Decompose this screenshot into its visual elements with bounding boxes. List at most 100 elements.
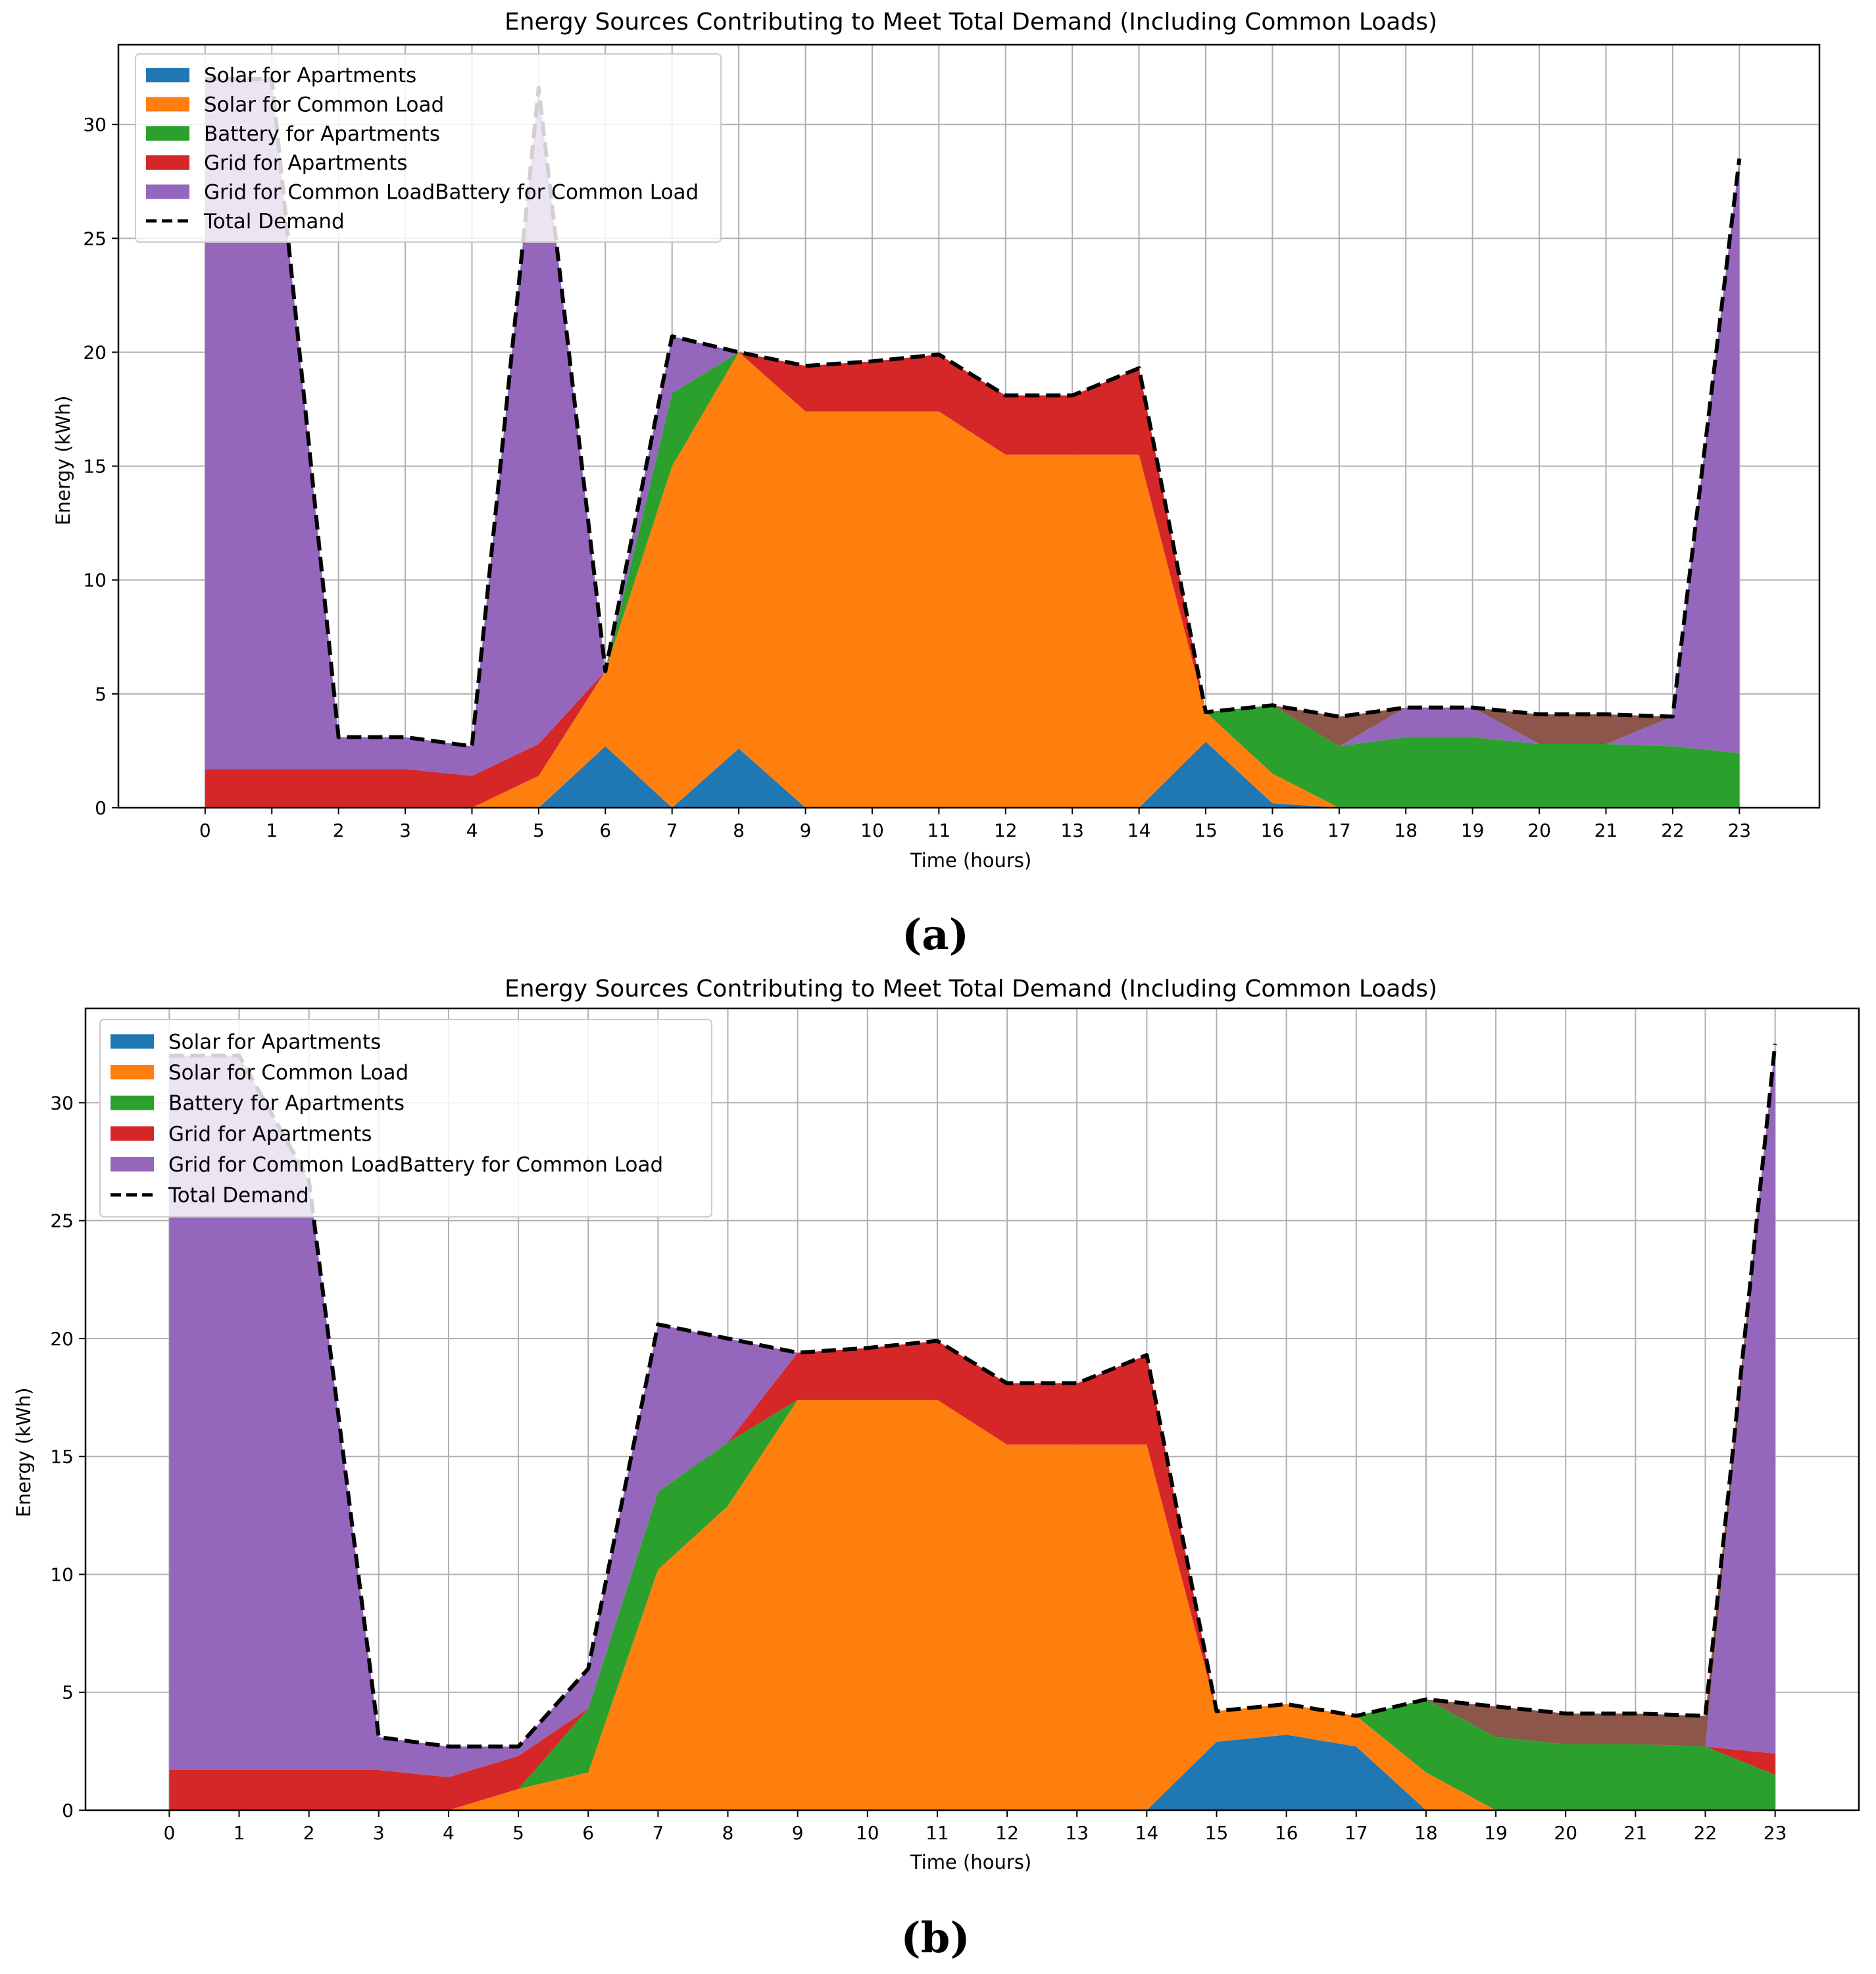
- x-tick-label-0: 0: [199, 820, 211, 841]
- chart-title-a: Energy Sources Contributing to Meet Tota…: [505, 9, 1437, 36]
- axes-b: 0 1 2 3 4 5 6 7 8 9 10 11 12 13 14 15 16 17 18 19 20 21 22 2305…: [50, 1007, 1860, 1844]
- x-tick-label-14: 14: [1135, 1822, 1159, 1844]
- stacked-areas-a: [205, 78, 1740, 808]
- x-tick-label-12: 12: [995, 1822, 1019, 1844]
- x-tick-label-11: 11: [927, 820, 951, 841]
- x-tick-label-0: 0: [163, 1822, 175, 1844]
- total-demand-line-a: [205, 76, 1742, 749]
- stacked-areas-b: [169, 1043, 1775, 1810]
- total-demand-line-b: [169, 1043, 1777, 1749]
- y-tick-label-5: 5: [95, 683, 107, 705]
- chart-panel-a: Energy Sources Contributing to Meet Tota…: [52, 9, 1821, 960]
- area-battery-for-apartments-b: [169, 1400, 1775, 1810]
- total-demand-line-b: [169, 1043, 1777, 1749]
- legend-label-solar-for-apartments: Solar for Apartments: [204, 64, 416, 87]
- x-tick-label-3: 3: [399, 820, 411, 841]
- legend-label-solar-for-apartments: Solar for Apartments: [168, 1030, 381, 1054]
- plot-frame-b: [84, 1007, 1860, 1812]
- y-tick-label-30: 30: [83, 114, 107, 136]
- x-tick-label-13: 13: [1060, 820, 1084, 841]
- legend-label-solar-for-common-load: Solar for Common Load: [168, 1061, 408, 1085]
- legend-swatch-solar-for-apartments: [146, 68, 189, 83]
- legend-swatch-grid-for-apartments: [111, 1126, 154, 1141]
- area-solar-for-common-load-b: [169, 1400, 1775, 1810]
- panel-caption-b: (b): [901, 1913, 970, 1963]
- y-tick-label-25: 25: [83, 228, 107, 249]
- x-tick-label-4: 4: [443, 1822, 455, 1844]
- x-tick-label-10: 10: [860, 820, 884, 841]
- x-tick-label-1: 1: [234, 1822, 245, 1844]
- x-tick-label-10: 10: [856, 1822, 879, 1844]
- legend-label-grid-for-apartments: Grid for Apartments: [168, 1122, 372, 1146]
- x-tick-label-9: 9: [792, 1822, 804, 1844]
- y-tick-label-5: 5: [62, 1682, 74, 1704]
- legend-label-solar-for-common-load: Solar for Common Load: [204, 93, 444, 117]
- x-tick-label-3: 3: [373, 1822, 385, 1844]
- area-battery-for-apartments-a: [205, 352, 1740, 808]
- x-tick-label-21: 21: [1624, 1822, 1648, 1844]
- y-tick-label-15: 15: [50, 1446, 74, 1468]
- x-tick-label-11: 11: [926, 1822, 949, 1844]
- legend-swatch-grid-for-common-loadbattery-for-common-load: [111, 1157, 154, 1172]
- y-axis-label-b: Energy (kWh): [12, 1387, 35, 1517]
- x-tick-label-6: 6: [582, 1822, 594, 1844]
- x-tick-label-21: 21: [1594, 820, 1618, 841]
- y-tick-label-0: 0: [95, 797, 107, 819]
- x-tick-label-16: 16: [1261, 820, 1285, 841]
- x-tick-label-20: 20: [1527, 820, 1551, 841]
- legend-label-grid-for-common-loadbattery-for-common-load: Grid for Common LoadBattery for Common L…: [204, 181, 699, 205]
- legend-swatch-battery-for-apartments: [146, 126, 189, 141]
- x-tick-label-6: 6: [599, 820, 611, 841]
- x-tick-label-22: 22: [1661, 820, 1685, 841]
- x-tick-label-5: 5: [533, 820, 545, 841]
- legend-label-grid-for-apartments: Grid for Apartments: [204, 151, 407, 175]
- y-tick-label-10: 10: [83, 570, 107, 591]
- x-tick-label-9: 9: [800, 820, 812, 841]
- x-tick-label-8: 8: [733, 820, 745, 841]
- legend-b: Solar for Apartments Solar for Common Loa…: [99, 1019, 712, 1218]
- legend-label-total-demand: Total Demand: [168, 1184, 309, 1208]
- area-solar-for-common-load-a: [205, 352, 1740, 808]
- x-tick-label-16: 16: [1275, 1822, 1298, 1844]
- area-grid-for-common-load-b: [169, 1043, 1775, 1777]
- area-solar-for-apartments-b: [169, 1735, 1775, 1810]
- x-tick-label-5: 5: [512, 1822, 524, 1844]
- x-tick-label-1: 1: [266, 820, 278, 841]
- plot-frame-a: [117, 43, 1821, 809]
- x-tick-label-2: 2: [303, 1822, 315, 1844]
- legend-swatch-battery-for-apartments: [111, 1095, 154, 1110]
- x-tick-label-14: 14: [1127, 820, 1151, 841]
- y-tick-label-10: 10: [50, 1564, 74, 1585]
- x-tick-label-7: 7: [666, 820, 678, 841]
- x-tick-label-4: 4: [466, 820, 478, 841]
- legend-box-b: [99, 1019, 712, 1218]
- x-tick-label-7: 7: [652, 1822, 664, 1844]
- legend-a: Solar for Apartments Solar for Common Loa…: [135, 53, 722, 243]
- x-tick-label-18: 18: [1414, 1822, 1438, 1844]
- axes-a: 0 1 2 3 4 5 6 7 8 9 10 11 12 13 14 15 16 17 18 19 20 21 22 2305…: [83, 43, 1821, 841]
- legend-label-battery-for-apartments: Battery for Apartments: [204, 122, 440, 146]
- x-tick-label-22: 22: [1694, 1822, 1717, 1844]
- x-axis-label-a: Time (hours): [910, 849, 1031, 872]
- x-axis-label-b: Time (hours): [910, 1851, 1031, 1873]
- y-axis-label-a: Energy (kWh): [52, 395, 74, 525]
- x-tick-label-13: 13: [1065, 1822, 1089, 1844]
- x-tick-label-18: 18: [1394, 820, 1418, 841]
- y-tick-label-20: 20: [83, 341, 107, 363]
- x-tick-label-20: 20: [1554, 1822, 1577, 1844]
- legend-label-total-demand: Total Demand: [203, 210, 345, 234]
- area-grid-for-apartments-a: [205, 352, 1740, 808]
- x-tick-label-2: 2: [333, 820, 345, 841]
- legend-swatch-solar-for-common-load: [111, 1065, 154, 1079]
- chart-title-b: Energy Sources Contributing to Meet Tota…: [505, 975, 1437, 1002]
- legend-swatch-grid-for-apartments: [146, 155, 189, 170]
- panel-caption-a: (a): [902, 910, 969, 960]
- area-solar-for-apartments-a: [205, 741, 1740, 808]
- total-demand-line-a: [205, 76, 1742, 749]
- x-tick-label-12: 12: [994, 820, 1018, 841]
- legend-swatch-grid-for-common-loadbattery-for-common-load: [146, 184, 189, 199]
- x-tick-label-15: 15: [1194, 820, 1218, 841]
- chart-panel-b: Energy Sources Contributing to Meet Tota…: [12, 975, 1860, 1963]
- x-tick-label-19: 19: [1461, 820, 1485, 841]
